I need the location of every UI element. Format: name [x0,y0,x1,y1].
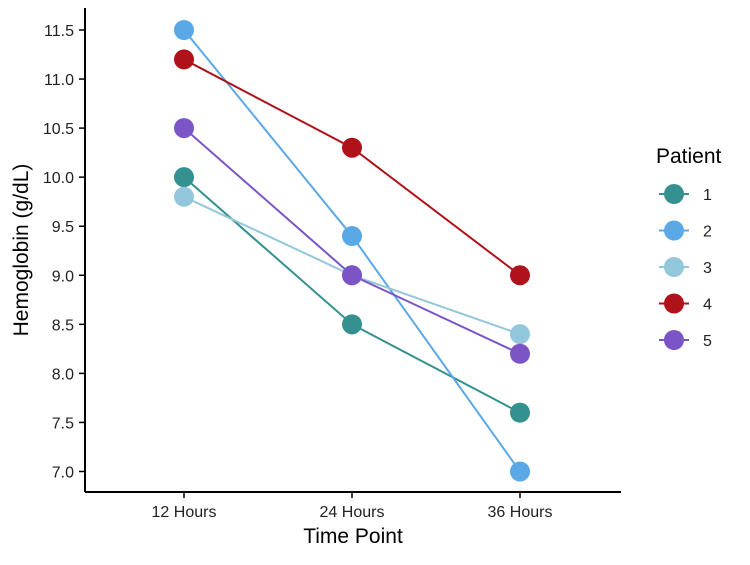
x-axis-title: Time Point [303,525,403,548]
legend-title: Patient [656,145,722,168]
data-point-patient-5 [174,118,194,139]
x-tick-label: 12 Hours [152,504,217,521]
y-tick-label: 10.5 [43,121,74,138]
legend-key-dot [664,184,684,204]
data-point-patient-4 [342,137,362,158]
data-point-patient-2 [342,226,362,247]
legend-key-dot [664,257,684,277]
data-point-patient-5 [342,265,362,286]
y-tick-label: 11.5 [44,23,74,40]
y-tick-label: 9.5 [52,219,74,236]
legend-label: 4 [703,297,712,314]
x-axis: 12 Hours 24 Hours 36 Hours [85,491,621,521]
series-line-patient-2 [183,29,521,473]
data-point-patient-1 [174,167,194,188]
legend-label: 5 [703,333,712,350]
y-axis: 7.0 7.5 8.0 8.5 9.0 9.5 10.0 10.5 11.0 11.5 [43,8,86,492]
legend-label: 1 [703,187,712,204]
data-point-patient-1 [342,314,362,335]
legend-key-dot [664,220,684,241]
legend-label: 2 [703,224,712,241]
data-point-patient-4 [174,49,194,70]
series-points [174,20,530,482]
data-point-patient-5 [510,343,530,364]
x-tick-label: 36 Hours [488,504,553,521]
y-axis-title: Hemoglobin (g/dL) [10,164,33,337]
y-tick-label: 8.5 [52,317,74,334]
x-tick-label: 24 Hours [320,504,385,521]
y-tick-label: 10.0 [43,170,74,187]
y-tick-label: 7.5 [52,415,74,432]
data-point-patient-2 [174,20,194,40]
data-point-patient-4 [510,265,530,286]
data-point-patient-3 [510,324,530,345]
y-tick-label: 7.0 [52,465,74,482]
data-point-patient-3 [174,186,194,207]
legend-label: 3 [703,260,712,277]
series-line-patient-1 [183,176,521,414]
series-lines [183,29,521,473]
y-tick-label: 8.0 [52,366,74,383]
legend: Patient 1 2 3 4 5 [656,145,722,350]
legend-key-dot [664,330,684,350]
legend-key-dot [664,293,684,314]
data-point-patient-1 [510,402,530,423]
y-tick-label: 9.0 [52,268,74,285]
data-point-patient-2 [510,461,530,482]
y-tick-label: 11.0 [44,72,74,89]
